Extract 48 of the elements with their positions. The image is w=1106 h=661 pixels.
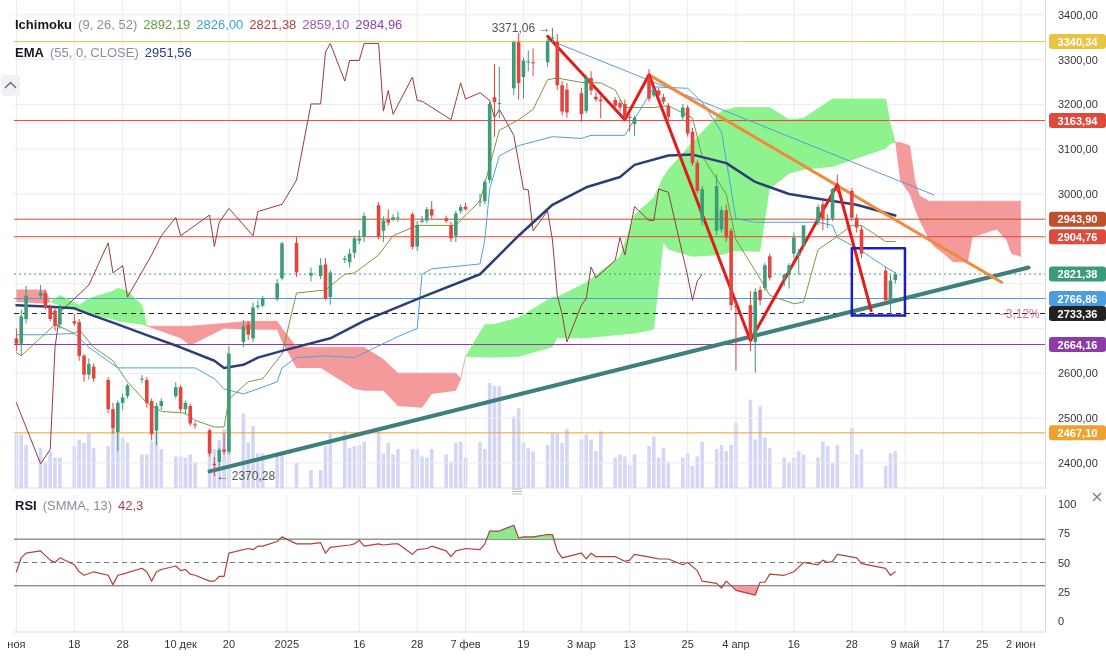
x-tick-label: ноя xyxy=(7,638,26,650)
x-tick-label: 28 xyxy=(845,638,858,650)
x-tick-label: 13 xyxy=(623,638,636,650)
x-tick-label: 16 xyxy=(353,638,366,650)
ref-line-label: 2766,86 xyxy=(1057,292,1098,305)
y-tick-label: 2400,00 xyxy=(1058,456,1098,469)
x-tick-label: 19 xyxy=(517,638,530,650)
ref-line-label: 2904,76 xyxy=(1057,230,1098,243)
ref-line-label: 2467,10 xyxy=(1057,426,1098,439)
ref-line-label: 2733,36 xyxy=(1057,307,1098,320)
x-tick-label: 18 xyxy=(68,638,81,650)
y-tick-label: 0 xyxy=(1058,614,1065,627)
x-tick-label: 28 xyxy=(411,638,424,650)
x-tick-label: 17 xyxy=(937,638,950,650)
x-tick-label: 16 xyxy=(787,638,801,650)
x-tick-label: 7 фев xyxy=(450,638,481,650)
x-tick-label: 3 мар xyxy=(566,638,596,650)
y-tick-label: 100 xyxy=(1058,498,1077,511)
annotation: EMA (55, 0, CLOSE) 2951,56 xyxy=(15,45,192,60)
ref-line-label: 2943,90 xyxy=(1057,213,1098,226)
y-tick-label: 3100,00 xyxy=(1058,143,1098,156)
annotation: −3,12% xyxy=(998,306,1041,321)
x-tick-label: 9 май xyxy=(890,638,920,650)
annotation: ← 2370,28 xyxy=(216,469,276,484)
x-tick-label: 10 дек xyxy=(164,638,198,650)
ref-line-label: 3163,94 xyxy=(1057,114,1099,127)
x-tick-label: 25 xyxy=(681,638,694,650)
annotation: Ichimoku (9, 26, 52) 2892,19 2826,00 2821,38 2859,10 2984,96 xyxy=(15,17,403,32)
x-tick-label: 2 июн xyxy=(1006,638,1036,650)
annotation: RSI (SMMA, 13) 42,3 xyxy=(15,498,144,513)
x-tick-label: 2025 xyxy=(274,638,300,650)
y-tick-label: 3200,00 xyxy=(1058,98,1098,111)
y-tick-label: 2600,00 xyxy=(1058,367,1098,380)
y-tick-label: 3400,00 xyxy=(1058,8,1098,21)
ref-line-label: 3340,34 xyxy=(1057,35,1099,48)
y-tick-label: 50 xyxy=(1058,556,1071,569)
annotation: 3371,06 → xyxy=(491,20,551,35)
y-tick-label: 75 xyxy=(1058,527,1071,540)
ref-line-label: 2821,38 xyxy=(1057,268,1098,281)
x-tick-label: 4 апр xyxy=(722,638,750,650)
x-tick-label: 20 xyxy=(222,638,236,650)
y-tick-label: 3000,00 xyxy=(1058,188,1098,201)
ref-line-label: 2664,16 xyxy=(1057,338,1098,351)
x-tick-label: 28 xyxy=(116,638,129,650)
x-tick-label: 25 xyxy=(976,638,989,650)
y-tick-label: 25 xyxy=(1058,585,1071,598)
y-tick-label: 3300,00 xyxy=(1058,53,1098,66)
y-tick-label: 2500,00 xyxy=(1058,412,1098,425)
